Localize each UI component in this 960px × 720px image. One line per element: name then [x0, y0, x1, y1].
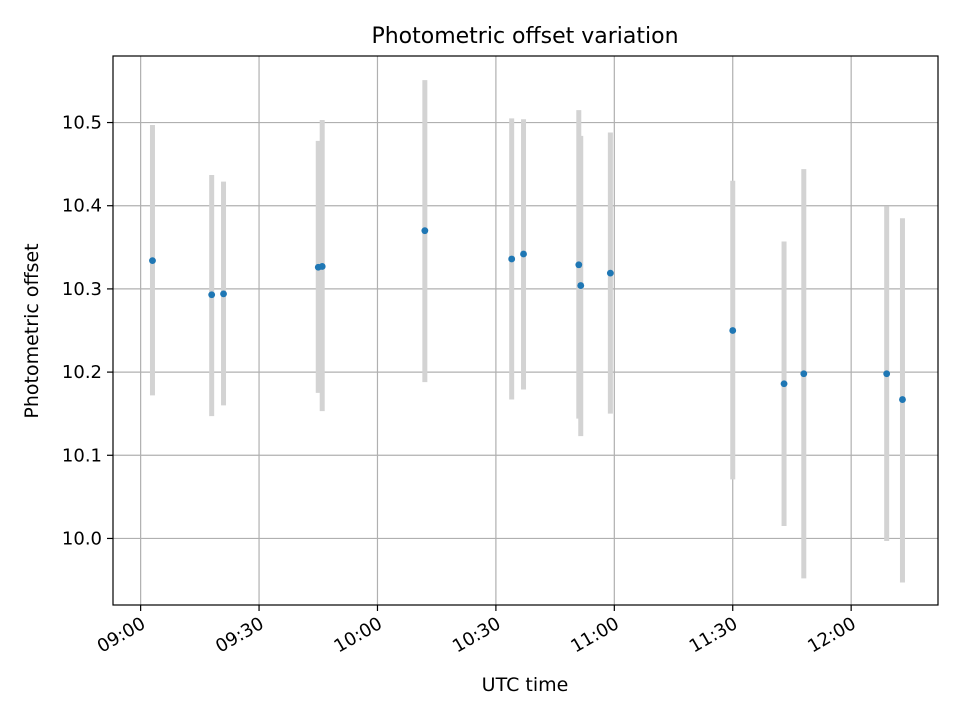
y-axis-ticks: 10.0 10.1 10.2 10.3 10.4 10.5: [62, 113, 113, 549]
y-tick-label: 10.2: [62, 362, 102, 383]
data-point: [800, 370, 808, 378]
y-tick-label: 10.3: [62, 279, 102, 300]
data-point: [883, 370, 891, 378]
data-points: [149, 227, 906, 403]
data-point: [575, 261, 583, 269]
y-tick-label: 10.1: [62, 445, 102, 466]
y-tick-label: 10.5: [62, 113, 102, 134]
y-tick-label: 10.4: [62, 196, 102, 217]
x-axis-label: UTC time: [482, 674, 569, 696]
data-point: [577, 282, 585, 289]
x-tick-label: 12:00: [804, 613, 859, 657]
chart-title: Photometric offset variation: [371, 24, 678, 49]
plot-area-frame: [112, 55, 939, 606]
x-tick-label: 10:30: [449, 613, 504, 657]
error-bars: [149, 80, 905, 583]
data-point: [606, 269, 614, 277]
x-tick-label: 10:00: [331, 613, 386, 657]
x-tick-label: 11:30: [686, 613, 741, 657]
y-axis-label: Photometric offset: [21, 243, 43, 418]
y-tick-label: 10.0: [62, 528, 102, 549]
x-tick-label: 11:00: [567, 613, 622, 657]
data-point: [729, 327, 737, 334]
data-point: [208, 291, 216, 299]
data-point: [149, 257, 156, 265]
data-point: [220, 290, 227, 298]
data-point: [780, 380, 788, 388]
data-point: [318, 263, 326, 270]
x-tick-label: 09:00: [94, 613, 149, 657]
data-point: [508, 255, 516, 263]
data-point: [421, 227, 429, 235]
x-axis-ticks: 09:00 09:30 10:00 10:30 11:00 11:30 12:00: [94, 605, 860, 657]
data-point: [520, 250, 527, 258]
x-tick-label: 09:30: [212, 613, 267, 657]
data-point: [899, 396, 906, 403]
